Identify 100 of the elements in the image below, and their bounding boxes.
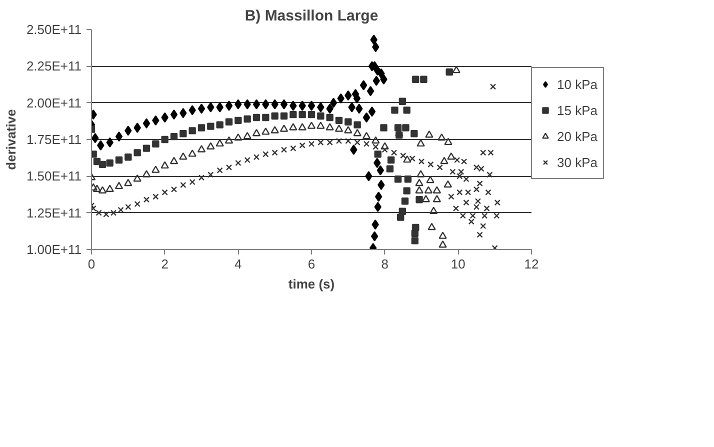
point: [188, 150, 196, 157]
point: [360, 80, 368, 90]
point: [298, 123, 306, 130]
point: [316, 122, 325, 129]
point: [370, 34, 378, 45]
point: [290, 100, 297, 111]
legend-label: 10 kPa: [557, 76, 598, 92]
point: [335, 116, 343, 124]
point: [403, 106, 410, 114]
point: [271, 112, 278, 120]
point: [380, 124, 388, 132]
x-tick-label: 6: [308, 256, 316, 272]
point: [207, 102, 214, 112]
point: [366, 86, 374, 96]
point: [375, 192, 382, 202]
point: [224, 136, 234, 144]
point: [401, 198, 409, 205]
point: [350, 144, 358, 155]
point: [447, 152, 456, 160]
point: [415, 186, 424, 194]
point: [216, 121, 224, 128]
x-axis-title: time (s): [288, 276, 335, 292]
point: [403, 155, 412, 163]
point: [394, 176, 402, 183]
point: [403, 187, 410, 194]
point: [362, 112, 370, 123]
point: [206, 142, 215, 150]
point: [298, 110, 306, 118]
point: [244, 99, 251, 110]
point: [216, 139, 224, 147]
point: [188, 105, 196, 116]
point: [225, 100, 233, 111]
point: [386, 165, 394, 172]
point: [444, 180, 452, 188]
point: [428, 222, 436, 230]
point: [370, 231, 378, 242]
point: [290, 110, 297, 118]
point: [446, 68, 453, 76]
y-axis-title: derivative: [3, 109, 18, 170]
point: [372, 136, 380, 144]
point: [92, 184, 102, 192]
point: [391, 106, 398, 114]
point: [262, 99, 270, 110]
point: [424, 186, 433, 194]
point: [365, 171, 372, 182]
point: [416, 139, 425, 147]
point: [326, 123, 334, 130]
point: [133, 174, 142, 182]
point: [134, 122, 141, 133]
point: [438, 232, 447, 239]
point: [198, 124, 206, 132]
point: [432, 194, 441, 202]
point: [124, 178, 132, 186]
point: [152, 140, 160, 148]
point: [115, 131, 123, 142]
point: [179, 152, 188, 160]
y-tick-label: 1.75E+11: [26, 132, 82, 147]
y-tick-label: 1.50E+11: [26, 168, 82, 184]
point: [270, 126, 279, 134]
point: [374, 150, 382, 158]
point: [234, 133, 242, 141]
point: [271, 99, 278, 110]
point: [252, 128, 261, 136]
point: [344, 126, 352, 134]
point: [411, 237, 418, 244]
y-tick-label: 2.50E+11: [26, 22, 82, 37]
point: [348, 102, 356, 112]
point: [394, 124, 402, 132]
point: [197, 145, 206, 152]
point: [412, 76, 420, 83]
point: [98, 160, 106, 168]
point: [430, 206, 438, 214]
point: [398, 208, 406, 215]
point: [188, 127, 196, 134]
point: [372, 76, 380, 86]
point: [160, 161, 169, 169]
point: [438, 240, 447, 248]
point: [252, 99, 260, 110]
point: [398, 98, 406, 105]
point: [170, 156, 178, 164]
point: [106, 159, 114, 167]
point: [308, 110, 316, 118]
point: [152, 166, 160, 173]
point: [142, 118, 150, 128]
point: [444, 138, 452, 146]
point: [115, 156, 123, 164]
point: [308, 100, 316, 111]
point: [376, 165, 384, 176]
legend-label: 15 kPa: [557, 102, 598, 118]
point: [262, 128, 270, 135]
point: [98, 186, 107, 194]
point: [234, 116, 242, 124]
y-tick-label: 2.00E+11: [26, 95, 82, 110]
point: [243, 132, 252, 140]
point: [412, 224, 420, 232]
point: [402, 124, 410, 132]
point: [97, 140, 104, 150]
point: [124, 154, 132, 161]
point: [330, 98, 338, 108]
point: [198, 104, 206, 114]
